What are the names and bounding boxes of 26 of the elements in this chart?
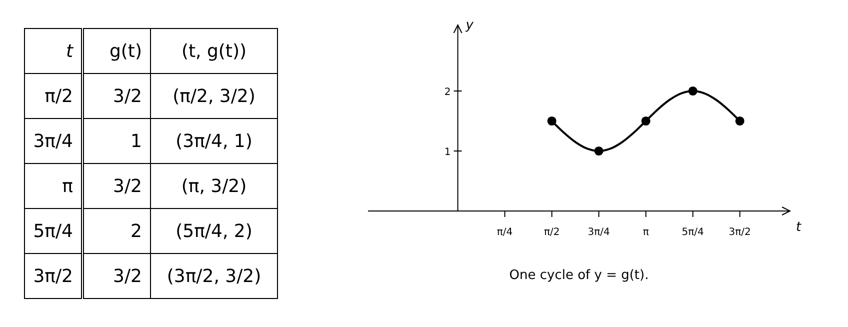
- x-tick-label: 5π/4: [682, 227, 704, 238]
- x-axis-title: t: [796, 220, 802, 235]
- text: (π/2, 3/2): [150, 74, 278, 118]
- text: 2: [82, 208, 150, 254]
- text: One cycle of y = g(t).: [508, 268, 650, 283]
- x-tick-label: π/4: [496, 227, 513, 238]
- text: (π, 3/2): [150, 164, 278, 208]
- y-axis-title: y: [464, 18, 474, 33]
- x-tick-label: π/2: [544, 227, 560, 238]
- x-tick-label: π: [642, 227, 649, 238]
- text: 3/2: [82, 74, 150, 118]
- x-tick-label: 3π/4: [588, 227, 610, 238]
- text: (5π/4, 2): [150, 208, 278, 254]
- text: 1: [82, 118, 150, 164]
- text: (3π/4, 1): [150, 118, 278, 164]
- x-tick-label: 3π/2: [728, 227, 751, 238]
- text: g(t): [82, 28, 150, 74]
- text: 3/2: [82, 254, 150, 298]
- text: 3π/4: [33, 130, 73, 152]
- text: (3π/2, 3/2): [150, 254, 278, 298]
- text: t: [66, 40, 73, 62]
- text: 3π/2: [33, 266, 73, 286]
- text: 3/2: [82, 164, 150, 208]
- text: π: [62, 176, 73, 196]
- text: π/2: [44, 86, 73, 106]
- text: (t, g(t)): [150, 28, 278, 74]
